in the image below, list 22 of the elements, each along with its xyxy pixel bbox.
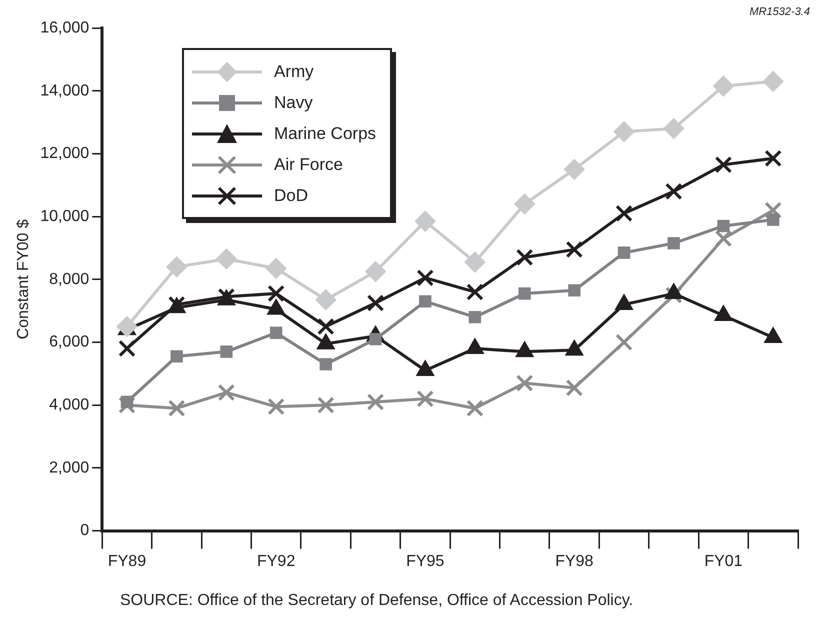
x-tick-label: FY01	[704, 552, 743, 570]
legend-label: Army	[274, 62, 314, 82]
y-tick-label: 6,000	[49, 334, 90, 351]
legend-label: Air Force	[274, 154, 343, 174]
y-tick-label: 12,000	[40, 145, 90, 162]
y-tick-label: 0	[80, 522, 90, 540]
x-tick-label: FY95	[406, 552, 444, 570]
y-tick-label: 10,000	[40, 208, 90, 225]
y-tick-label: 14,000	[40, 82, 90, 100]
y-tick-label: 16,000	[40, 19, 90, 36]
y-tick-label: 4,000	[49, 396, 90, 414]
x-tick-label: FY89	[108, 552, 146, 570]
legend-label: Navy	[274, 92, 313, 112]
x-tick-label: FY92	[256, 552, 296, 570]
legend-label: Marine Corps	[274, 124, 376, 144]
text: MR1532-3.4	[749, 6, 810, 18]
y-tick-label: 8,000	[49, 270, 90, 288]
legend-label: DoD	[274, 186, 308, 206]
y-axis-title: Constant FY00 $	[15, 219, 32, 340]
y-tick-label: 2,000	[49, 459, 90, 476]
source-note: SOURCE: Office of the Secretary of Defense, Office of Accession Policy.	[120, 592, 634, 610]
x-tick-label: FY98	[555, 552, 594, 570]
